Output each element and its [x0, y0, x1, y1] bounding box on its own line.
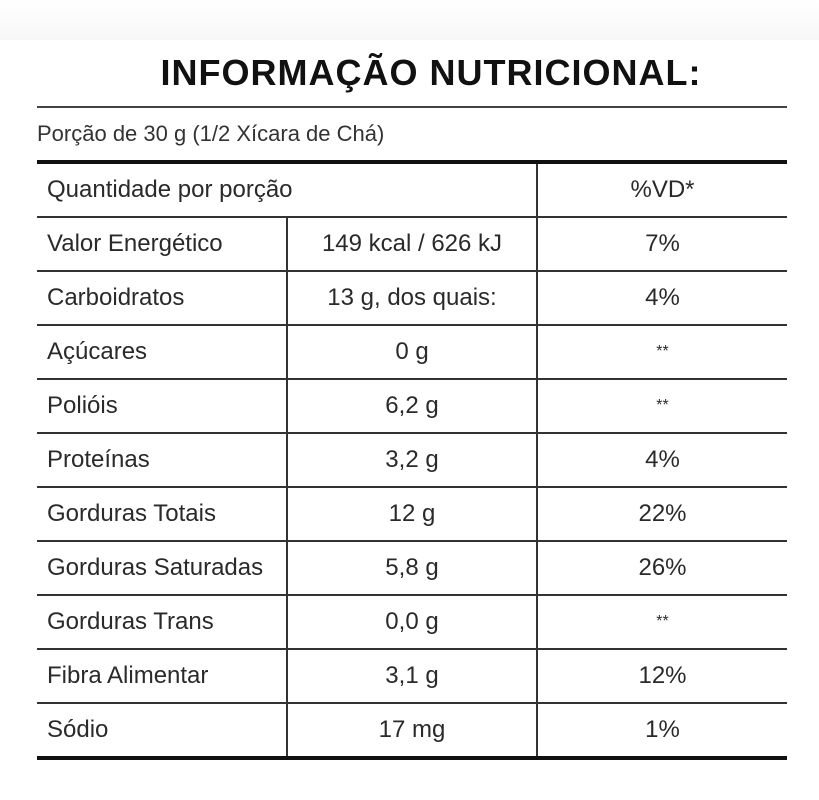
table-header-row: Quantidade por porção %VD* — [37, 164, 787, 218]
nutrient-amount: 149 kcal / 626 kJ — [286, 217, 538, 272]
nutrient-name: Polióis — [37, 379, 287, 434]
nutrient-amount: 5,8 g — [286, 541, 538, 596]
table-row: Polióis 6,2 g ** — [37, 379, 787, 434]
nutrient-amount: 0 g — [286, 325, 538, 380]
nutrient-dv: ** — [537, 379, 787, 434]
nutrient-dv: 4% — [537, 433, 787, 488]
nutrient-dv: 1% — [537, 703, 787, 760]
table-row: Proteínas 3,2 g 4% — [37, 433, 787, 488]
portion-size: Porção de 30 g (1/2 Xícara de Chá) — [37, 108, 787, 164]
table-row: Carboidratos 13 g, dos quais: 4% — [37, 271, 787, 326]
nutrient-dv: 7% — [537, 217, 787, 272]
header-dv: %VD* — [537, 164, 787, 218]
table-row: Gorduras Saturadas 5,8 g 26% — [37, 541, 787, 596]
nutrient-name: Carboidratos — [37, 271, 287, 326]
nutrient-name: Gorduras Totais — [37, 487, 287, 542]
nutrient-name: Fibra Alimentar — [37, 649, 287, 704]
table-row: Açúcares 0 g ** — [37, 325, 787, 380]
table-row: Gorduras Totais 12 g 22% — [37, 487, 787, 542]
nutrient-dv: ** — [537, 595, 787, 650]
table-row: Fibra Alimentar 3,1 g 12% — [37, 649, 787, 704]
nutrient-dv: 26% — [537, 541, 787, 596]
nutrient-dv: 22% — [537, 487, 787, 542]
nutrient-dv: 4% — [537, 271, 787, 326]
nutrient-amount: 12 g — [286, 487, 538, 542]
nutrient-name: Valor Energético — [37, 217, 287, 272]
nutrient-amount: 17 mg — [286, 703, 538, 760]
nutrient-name: Gorduras Trans — [37, 595, 287, 650]
table-row: Sódio 17 mg 1% — [37, 703, 787, 760]
nutrient-dv: 12% — [537, 649, 787, 704]
nutrient-amount: 6,2 g — [286, 379, 538, 434]
table-row: Gorduras Trans 0,0 g ** — [37, 595, 787, 650]
top-background-band — [0, 0, 819, 40]
nutrient-dv: ** — [537, 325, 787, 380]
nutrient-amount: 13 g, dos quais: — [286, 271, 538, 326]
nutrition-label: INFORMAÇÃO NUTRICIONAL: Porção de 30 g (… — [37, 40, 787, 760]
table-row: Valor Energético 149 kcal / 626 kJ 7% — [37, 217, 787, 272]
label-title: INFORMAÇÃO NUTRICIONAL: — [37, 40, 787, 108]
nutrition-table: Quantidade por porção %VD* Valor Energét… — [37, 164, 787, 760]
nutrient-amount: 0,0 g — [286, 595, 538, 650]
nutrient-name: Proteínas — [37, 433, 287, 488]
nutrient-name: Gorduras Saturadas — [37, 541, 287, 596]
nutrient-amount: 3,1 g — [286, 649, 538, 704]
nutrient-amount: 3,2 g — [286, 433, 538, 488]
nutrient-name: Açúcares — [37, 325, 287, 380]
nutrient-name: Sódio — [37, 703, 287, 760]
header-quantity: Quantidade por porção — [37, 164, 538, 218]
